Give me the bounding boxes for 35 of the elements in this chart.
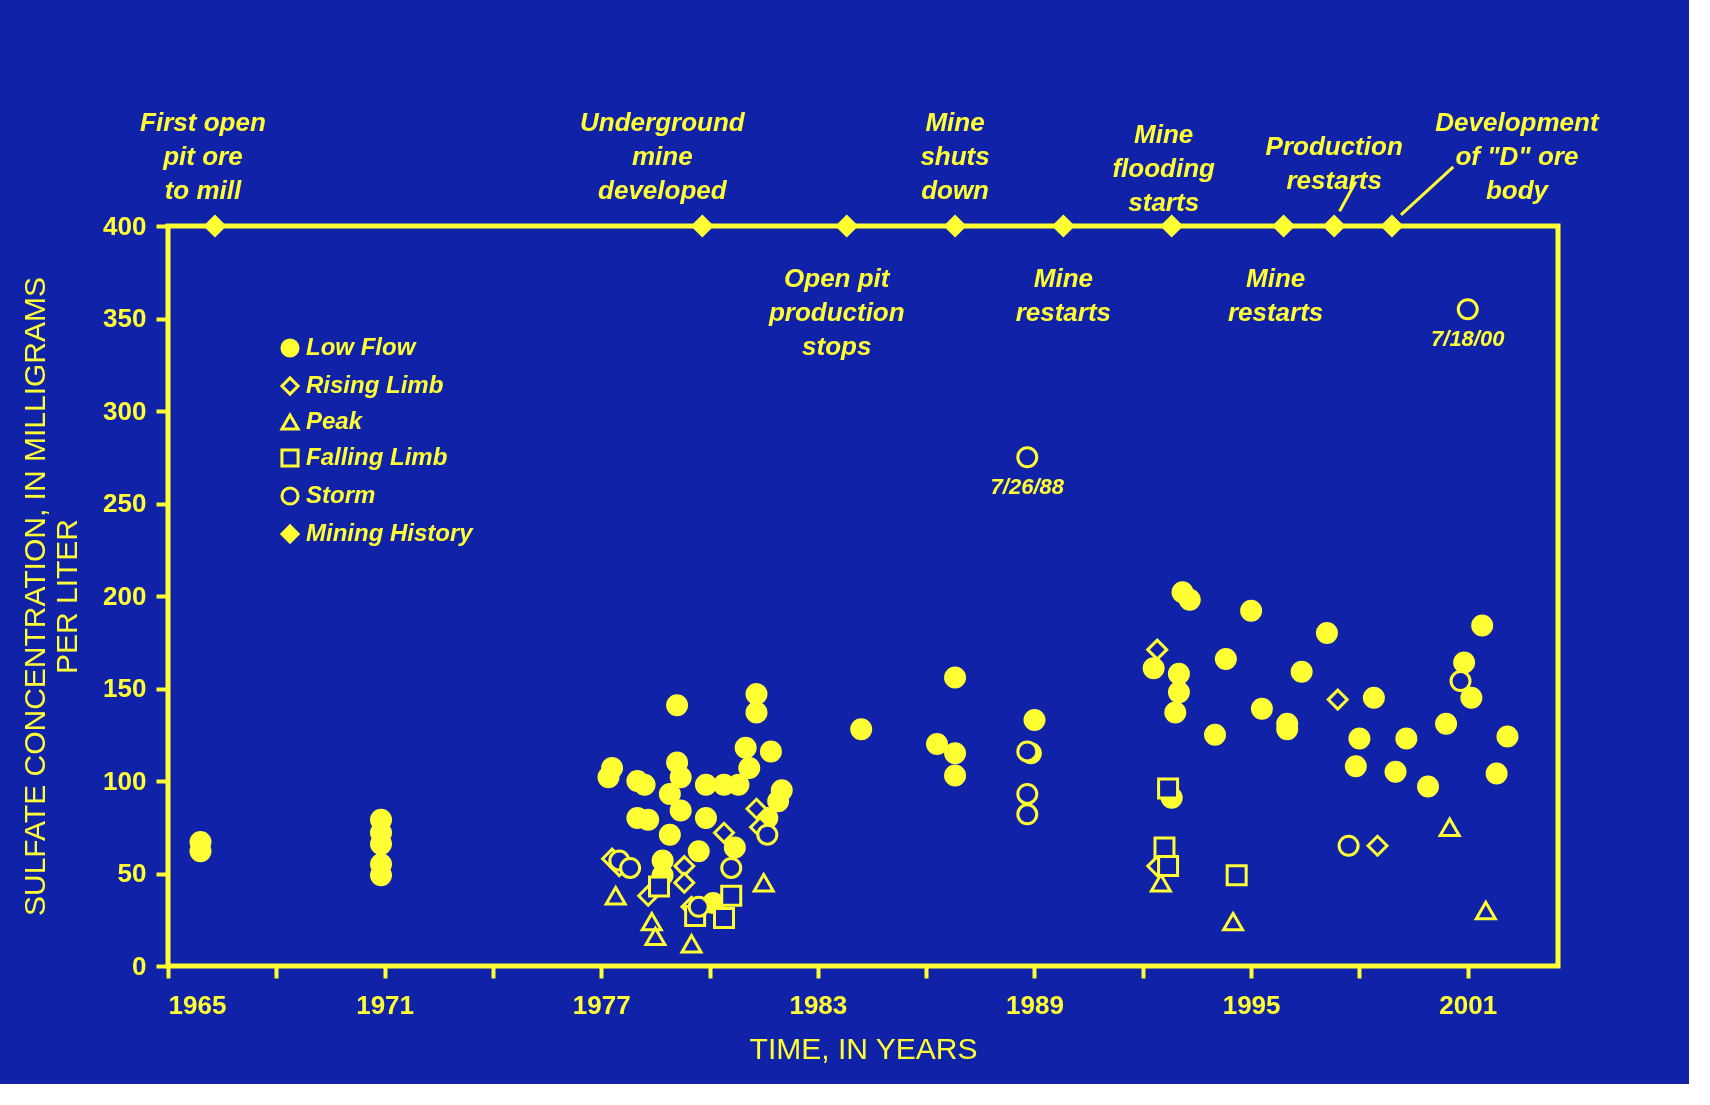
y-tick-label: 100: [103, 765, 147, 796]
y-tick-label: 250: [103, 488, 147, 518]
annotation: Development of "D" ore body: [1435, 107, 1600, 205]
y-tick-label: 200: [103, 580, 147, 611]
annotation: Mine restarts: [1227, 263, 1324, 327]
y-tick-label: 400: [103, 210, 147, 241]
x-tick-label: 1989: [1006, 989, 1064, 1020]
annotation: First open pit ore to mill: [140, 107, 266, 205]
y-tick-label: 0: [132, 950, 147, 981]
annotation: Underground mine developed: [580, 107, 746, 205]
x-tick-label: 1971: [356, 989, 415, 1020]
legend-label: Peak: [306, 407, 364, 434]
annotation: 7/18/00: [1431, 326, 1506, 352]
legend-label: Falling Limb: [306, 443, 448, 470]
annotation: 7/26/88: [990, 474, 1065, 500]
legend-label: Mining History: [306, 519, 475, 546]
x-tick-label: 1983: [789, 989, 848, 1020]
x-tick-label: 2001: [1439, 989, 1498, 1020]
y-tick-label: 150: [103, 673, 147, 703]
annotation: Mine flooding starts: [1112, 119, 1216, 217]
x-tick-label: 1995: [1222, 989, 1281, 1020]
legend-label: Rising Limb: [306, 371, 444, 398]
legend-label: Storm: [306, 481, 376, 508]
y-tick-label: 50: [117, 858, 147, 888]
annotation: Production restarts: [1265, 131, 1403, 195]
y-axis-title: SULFATE CONCENTRATION, IN MILLIGRAMS PER LITER: [18, 277, 84, 916]
legend-label: Low Flow: [306, 333, 417, 360]
x-tick-label: 1977: [572, 989, 631, 1020]
y-tick-label: 300: [103, 395, 147, 426]
annotation: Mine shuts down: [920, 107, 990, 205]
x-tick-label: 1965: [168, 989, 227, 1020]
x-axis-title: TIME, IN YEARS: [749, 1031, 978, 1065]
annotation: Mine restarts: [1015, 263, 1112, 327]
annotation: Open pit production stops: [767, 263, 905, 361]
y-tick-label: 350: [103, 303, 147, 333]
